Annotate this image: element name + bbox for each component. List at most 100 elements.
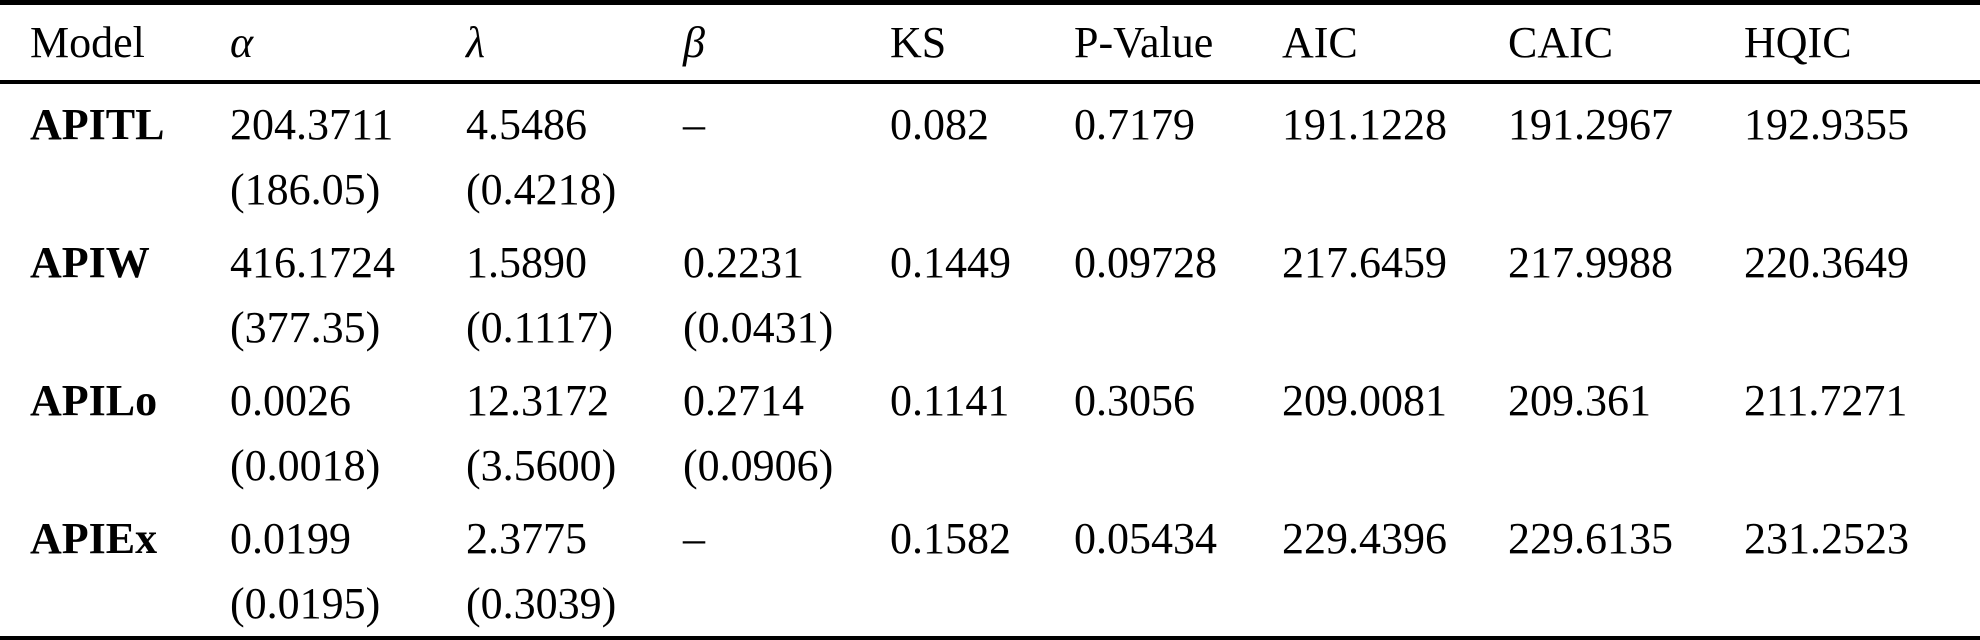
caic-value: 229.6135 — [1508, 514, 1673, 563]
aic-value: 209.0081 — [1282, 376, 1447, 425]
caic-value: 191.2967 — [1508, 100, 1673, 149]
table-row-apitl: APITL 204.3711 (186.05) 4.5486 (0.4218) … — [0, 82, 1980, 222]
cell-ks: 0.1582 — [890, 498, 1074, 638]
hqic-value: 211.7271 — [1744, 376, 1908, 425]
ks-value: 0.1582 — [890, 514, 1011, 563]
cell-model: APILo — [0, 360, 230, 498]
ks-value: 0.1141 — [890, 376, 1010, 425]
beta-estimate: – — [683, 100, 705, 149]
beta-stderr — [683, 157, 890, 222]
col-header-ks: KS — [890, 2, 1074, 84]
beta-stderr: (0.0431) — [683, 303, 834, 352]
table-row-apiex: APIEx 0.0199 (0.0195) 2.3775 (0.3039) – … — [0, 498, 1980, 638]
lambda-estimate: 12.3172 — [466, 376, 609, 425]
alpha-estimate: 204.3711 — [230, 100, 394, 149]
header-row: Model α λ β KS P-Value AIC CAIC HQIC — [0, 2, 1980, 84]
cell-beta: 0.2231 (0.0431) — [683, 222, 890, 360]
alpha-stderr: (0.0195) — [230, 579, 381, 628]
cell-beta: – — [683, 498, 890, 638]
cell-model: APIW — [0, 222, 230, 360]
beta-stderr: (0.0906) — [683, 441, 834, 490]
cell-lambda: 4.5486 (0.4218) — [466, 82, 683, 222]
cell-pvalue: 0.09728 — [1074, 222, 1282, 360]
cell-caic: 209.361 — [1508, 360, 1744, 498]
col-header-alpha: α — [230, 2, 466, 84]
p-value: 0.05434 — [1074, 514, 1217, 563]
caic-value: 209.361 — [1508, 376, 1651, 425]
cell-beta: – — [683, 82, 890, 222]
model-name: APITL — [30, 100, 165, 149]
cell-lambda: 1.5890 (0.1117) — [466, 222, 683, 360]
p-value: 0.3056 — [1074, 376, 1195, 425]
lambda-stderr: (0.3039) — [466, 579, 617, 628]
beta-estimate: – — [683, 514, 705, 563]
alpha-estimate: 0.0026 — [230, 376, 351, 425]
lambda-estimate: 4.5486 — [466, 100, 587, 149]
col-header-beta: β — [683, 2, 890, 84]
cell-ks: 0.082 — [890, 82, 1074, 222]
model-name: APILo — [30, 376, 158, 425]
p-value: 0.7179 — [1074, 100, 1195, 149]
cell-hqic: 231.2523 — [1744, 498, 1980, 638]
cell-ks: 0.1449 — [890, 222, 1074, 360]
model-name: APIEx — [30, 514, 158, 563]
alpha-stderr: (0.0018) — [230, 441, 381, 490]
cell-caic: 191.2967 — [1508, 82, 1744, 222]
cell-model: APIEx — [0, 498, 230, 638]
hqic-value: 192.9355 — [1744, 100, 1909, 149]
alpha-estimate: 416.1724 — [230, 238, 395, 287]
beta-estimate: 0.2714 — [683, 376, 804, 425]
beta-estimate: 0.2231 — [683, 238, 804, 287]
lambda-estimate: 2.3775 — [466, 514, 587, 563]
ks-value: 0.1449 — [890, 238, 1011, 287]
cell-alpha: 0.0026 (0.0018) — [230, 360, 466, 498]
lambda-stderr: (0.1117) — [466, 303, 614, 352]
cell-hqic: 192.9355 — [1744, 82, 1980, 222]
col-header-pvalue: P-Value — [1074, 2, 1282, 84]
alpha-stderr: (377.35) — [230, 303, 381, 352]
cell-aic: 217.6459 — [1282, 222, 1508, 360]
col-header-aic: AIC — [1282, 2, 1508, 84]
table-row-apilo: APILo 0.0026 (0.0018) 12.3172 (3.5600) 0… — [0, 360, 1980, 498]
cell-pvalue: 0.05434 — [1074, 498, 1282, 638]
cell-lambda: 2.3775 (0.3039) — [466, 498, 683, 638]
cell-alpha: 204.3711 (186.05) — [230, 82, 466, 222]
cell-pvalue: 0.3056 — [1074, 360, 1282, 498]
cell-alpha: 416.1724 (377.35) — [230, 222, 466, 360]
beta-stderr — [683, 571, 890, 636]
table-row-apiw: APIW 416.1724 (377.35) 1.5890 (0.1117) 0… — [0, 222, 1980, 360]
col-header-model: Model — [0, 2, 230, 84]
col-header-caic: CAIC — [1508, 2, 1744, 84]
caic-value: 217.9988 — [1508, 238, 1673, 287]
lambda-stderr: (0.4218) — [466, 165, 617, 214]
table-header: Model α λ β KS P-Value AIC CAIC HQIC — [0, 2, 1980, 84]
cell-ks: 0.1141 — [890, 360, 1074, 498]
cell-aic: 191.1228 — [1282, 82, 1508, 222]
alpha-stderr: (186.05) — [230, 165, 381, 214]
cell-alpha: 0.0199 (0.0195) — [230, 498, 466, 638]
col-header-lambda: λ — [466, 2, 683, 84]
col-header-hqic: HQIC — [1744, 2, 1980, 84]
cell-hqic: 211.7271 — [1744, 360, 1980, 498]
aic-value: 229.4396 — [1282, 514, 1447, 563]
p-value: 0.09728 — [1074, 238, 1217, 287]
aic-value: 217.6459 — [1282, 238, 1447, 287]
cell-aic: 229.4396 — [1282, 498, 1508, 638]
lambda-estimate: 1.5890 — [466, 238, 587, 287]
cell-caic: 217.9988 — [1508, 222, 1744, 360]
cell-beta: 0.2714 (0.0906) — [683, 360, 890, 498]
aic-value: 191.1228 — [1282, 100, 1447, 149]
hqic-value: 231.2523 — [1744, 514, 1909, 563]
cell-model: APITL — [0, 82, 230, 222]
model-name: APIW — [30, 238, 150, 287]
lambda-stderr: (3.5600) — [466, 441, 617, 490]
cell-pvalue: 0.7179 — [1074, 82, 1282, 222]
cell-aic: 209.0081 — [1282, 360, 1508, 498]
alpha-estimate: 0.0199 — [230, 514, 351, 563]
cell-hqic: 220.3649 — [1744, 222, 1980, 360]
hqic-value: 220.3649 — [1744, 238, 1909, 287]
table-body: APITL 204.3711 (186.05) 4.5486 (0.4218) … — [0, 82, 1980, 638]
ks-value: 0.082 — [890, 100, 989, 149]
